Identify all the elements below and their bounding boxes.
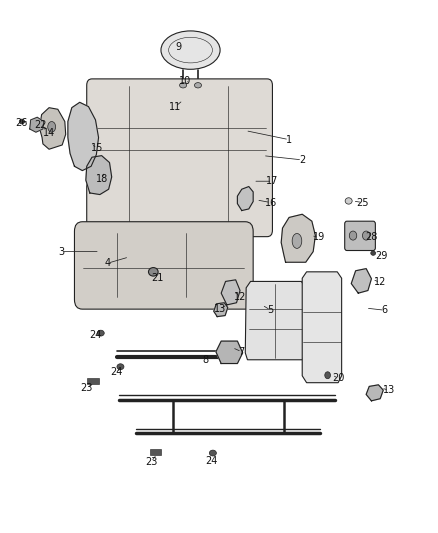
Ellipse shape (292, 233, 302, 248)
FancyBboxPatch shape (74, 222, 253, 309)
Text: 13: 13 (214, 304, 226, 314)
PathPatch shape (302, 272, 342, 383)
Ellipse shape (48, 122, 56, 132)
Text: 15: 15 (91, 143, 103, 153)
Ellipse shape (117, 364, 124, 370)
Ellipse shape (371, 251, 376, 255)
Ellipse shape (180, 83, 187, 88)
Polygon shape (150, 449, 161, 455)
Text: 23: 23 (81, 383, 93, 393)
Text: 11: 11 (169, 102, 181, 111)
Polygon shape (30, 117, 44, 132)
Polygon shape (214, 303, 228, 317)
Text: 9: 9 (176, 42, 182, 52)
Polygon shape (87, 378, 99, 384)
Ellipse shape (19, 119, 25, 124)
Ellipse shape (362, 231, 370, 240)
Ellipse shape (194, 83, 201, 88)
Polygon shape (281, 214, 315, 262)
Text: 24: 24 (89, 330, 102, 340)
Text: 6: 6 (381, 305, 388, 315)
PathPatch shape (39, 108, 66, 149)
Text: 23: 23 (145, 457, 157, 467)
Text: 7: 7 (239, 347, 245, 357)
PathPatch shape (245, 281, 306, 360)
Polygon shape (86, 156, 112, 195)
Polygon shape (366, 385, 383, 401)
Ellipse shape (161, 31, 220, 69)
Polygon shape (237, 187, 253, 211)
Ellipse shape (325, 372, 330, 378)
Polygon shape (68, 102, 99, 171)
Text: 19: 19 (313, 232, 325, 242)
FancyBboxPatch shape (345, 221, 375, 251)
Text: 4: 4 (104, 259, 110, 268)
Ellipse shape (148, 268, 158, 276)
Text: 26: 26 (15, 118, 27, 127)
Text: 2: 2 (299, 155, 305, 165)
Text: 14: 14 (43, 128, 55, 138)
Ellipse shape (350, 231, 357, 240)
Ellipse shape (345, 198, 352, 204)
Text: 8: 8 (202, 355, 208, 365)
Ellipse shape (209, 450, 216, 456)
Polygon shape (351, 269, 371, 293)
Text: 1: 1 (286, 135, 292, 144)
Text: 5: 5 (268, 305, 274, 315)
Text: 16: 16 (265, 198, 277, 207)
Text: 18: 18 (95, 174, 108, 183)
Text: 21: 21 (152, 273, 164, 283)
Text: 3: 3 (58, 247, 64, 256)
Text: 24: 24 (205, 456, 217, 466)
Text: 10: 10 (179, 76, 191, 86)
Text: 24: 24 (110, 367, 122, 377)
Ellipse shape (97, 330, 104, 336)
Text: 12: 12 (374, 278, 386, 287)
Text: 12: 12 (234, 293, 246, 302)
Text: 13: 13 (383, 385, 395, 395)
FancyBboxPatch shape (87, 79, 272, 237)
Polygon shape (221, 280, 240, 305)
Text: 17: 17 (266, 176, 279, 186)
Text: 20: 20 (332, 374, 344, 383)
Text: 29: 29 (376, 251, 388, 261)
Polygon shape (216, 341, 243, 364)
Text: 28: 28 (365, 232, 378, 242)
Text: 22: 22 (34, 120, 46, 130)
Text: 25: 25 (357, 198, 369, 207)
